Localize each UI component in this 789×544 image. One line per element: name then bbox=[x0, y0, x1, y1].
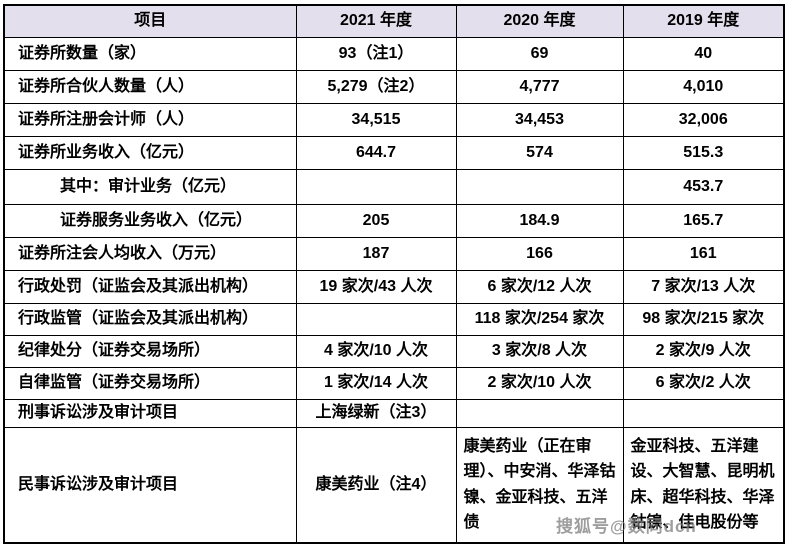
cell-2020: 166 bbox=[455, 236, 624, 271]
cell-2019: 165.7 bbox=[622, 203, 785, 238]
header-row: 项目 2021 年度 2020 年度 2019 年度 bbox=[3, 4, 785, 38]
cell-2020: 118 家次/254 家次 bbox=[455, 302, 624, 336]
cell-2021 bbox=[295, 302, 457, 336]
cell-2019: 40 bbox=[622, 36, 785, 71]
column-header-2020: 2020 年度 bbox=[455, 4, 624, 38]
table-row: 纪律处分（证券交易场所） 4 家次/10 人次 3 家次/8 人次 2 家次/9… bbox=[3, 334, 785, 368]
table-row: 证券所注会人均收入（万元） 187 166 161 bbox=[3, 236, 785, 271]
cell-2021: 4 家次/10 人次 bbox=[295, 334, 457, 368]
table-row: 其中：审计业务（亿元） 453.7 bbox=[3, 168, 785, 205]
cell-2021: 1 家次/14 人次 bbox=[295, 366, 457, 400]
row-label: 行政处罚（证监会及其派出机构） bbox=[3, 269, 297, 304]
row-label: 证券所数量（家） bbox=[3, 36, 297, 71]
cell-2020: 69 bbox=[455, 36, 624, 71]
cell-2020 bbox=[455, 168, 624, 205]
cell-2019: 6 家次/2 人次 bbox=[622, 366, 785, 400]
table-row: 行政监管（证监会及其派出机构） 118 家次/254 家次 98 家次/215 … bbox=[3, 302, 785, 336]
securities-audit-firms-table: 项目 2021 年度 2020 年度 2019 年度 证券所数量（家） 93（注… bbox=[3, 4, 785, 544]
row-label: 证券所合伙人数量（人） bbox=[3, 69, 297, 104]
row-label: 民事诉讼涉及审计项目 bbox=[3, 426, 297, 544]
cell-2020: 34,453 bbox=[455, 102, 624, 137]
row-label: 其中：审计业务（亿元） bbox=[3, 168, 297, 205]
row-label: 自律监管（证券交易场所） bbox=[3, 366, 297, 400]
cell-2019: 4,010 bbox=[622, 69, 785, 104]
cell-2019: 2 家次/9 人次 bbox=[622, 334, 785, 368]
column-header-item: 项目 bbox=[3, 4, 297, 38]
table-row: 自律监管（证券交易场所） 1 家次/14 人次 2 家次/10 人次 6 家次/… bbox=[3, 366, 785, 400]
cell-2019: 161 bbox=[622, 236, 785, 271]
table-row: 证券所数量（家） 93（注1） 69 40 bbox=[3, 36, 785, 71]
table-row: 证券服务业务收入（亿元） 205 184.9 165.7 bbox=[3, 203, 785, 238]
cell-2019: 453.7 bbox=[622, 168, 785, 205]
cell-2021: 205 bbox=[295, 203, 457, 238]
cell-2020 bbox=[455, 398, 624, 428]
cell-2019: 98 家次/215 家次 bbox=[622, 302, 785, 336]
cell-2019 bbox=[622, 398, 785, 428]
cell-2021: 187 bbox=[295, 236, 457, 271]
cell-2020: 6 家次/12 人次 bbox=[455, 269, 624, 304]
table-row: 证券所注册会计师（人） 34,515 34,453 32,006 bbox=[3, 102, 785, 137]
cell-2019: 金亚科技、五洋建设、大智慧、昆明机床、超华科技、华泽钴镍、佳电股份等 bbox=[622, 426, 785, 544]
cell-2021: 34,515 bbox=[295, 102, 457, 137]
cell-2020: 184.9 bbox=[455, 203, 624, 238]
cell-2021: 康美药业（注4） bbox=[295, 426, 457, 544]
cell-2021: 上海绿新（注3） bbox=[295, 398, 457, 428]
cell-2019: 32,006 bbox=[622, 102, 785, 137]
column-header-2021: 2021 年度 bbox=[295, 4, 457, 38]
table-row: 刑事诉讼涉及审计项目 上海绿新（注3） bbox=[3, 398, 785, 428]
row-label: 证券服务业务收入（亿元） bbox=[3, 203, 297, 238]
row-label: 行政监管（证监会及其派出机构） bbox=[3, 302, 297, 336]
table-row: 证券所业务收入（亿元） 644.7 574 515.3 bbox=[3, 135, 785, 170]
cell-2020: 574 bbox=[455, 135, 624, 170]
cell-2019: 515.3 bbox=[622, 135, 785, 170]
cell-2021: 93（注1） bbox=[295, 36, 457, 71]
cell-2021: 644.7 bbox=[295, 135, 457, 170]
cell-2020: 康美药业（正在审理）、中安消、华泽钴镍、金亚科技、五洋债 bbox=[455, 426, 624, 544]
column-header-2019: 2019 年度 bbox=[622, 4, 785, 38]
row-label: 纪律处分（证券交易场所） bbox=[3, 334, 297, 368]
row-label: 证券所注会人均收入（万元） bbox=[3, 236, 297, 271]
cell-2019: 7 家次/13 人次 bbox=[622, 269, 785, 304]
row-label: 证券所业务收入（亿元） bbox=[3, 135, 297, 170]
cell-2021 bbox=[295, 168, 457, 205]
row-label: 刑事诉讼涉及审计项目 bbox=[3, 398, 297, 428]
cell-2021: 5,279（注2） bbox=[295, 69, 457, 104]
cell-2020: 4,777 bbox=[455, 69, 624, 104]
cell-2020: 3 家次/8 人次 bbox=[455, 334, 624, 368]
table-row: 民事诉讼涉及审计项目 康美药业（注4） 康美药业（正在审理）、中安消、华泽钴镍、… bbox=[3, 426, 785, 544]
row-label: 证券所注册会计师（人） bbox=[3, 102, 297, 137]
table-row: 行政处罚（证监会及其派出机构） 19 家次/43 人次 6 家次/12 人次 7… bbox=[3, 269, 785, 304]
table-row: 证券所合伙人数量（人） 5,279（注2） 4,777 4,010 bbox=[3, 69, 785, 104]
cell-2021: 19 家次/43 人次 bbox=[295, 269, 457, 304]
cell-2020: 2 家次/10 人次 bbox=[455, 366, 624, 400]
